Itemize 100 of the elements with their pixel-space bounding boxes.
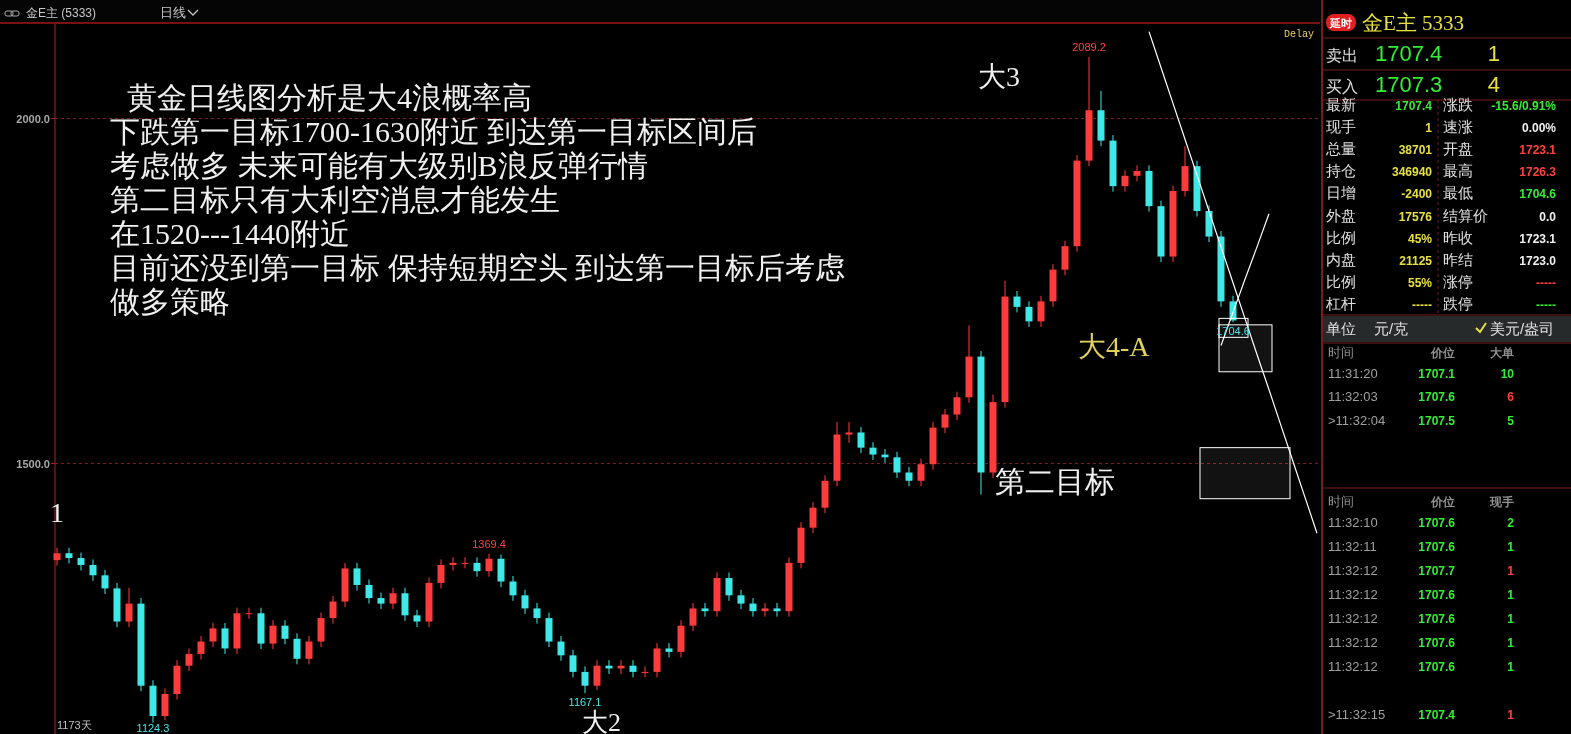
text: 17576 bbox=[1398, 209, 1433, 224]
text: 10 bbox=[1500, 367, 1515, 381]
text: 跌停 bbox=[1443, 294, 1473, 312]
annotation: 1 bbox=[50, 497, 64, 528]
text: 开盘 bbox=[1443, 140, 1473, 158]
text: 比例 bbox=[1326, 228, 1356, 246]
text: 金E主 5333 bbox=[1362, 11, 1465, 35]
chart-subtitle: 日线 bbox=[160, 5, 186, 20]
annotation: 1173天 bbox=[57, 719, 92, 731]
text: 1707.1 bbox=[1418, 367, 1456, 381]
text: 昨收 bbox=[1443, 228, 1473, 246]
text: 11:32:03 bbox=[1328, 389, 1378, 404]
text: 涨跌 bbox=[1443, 96, 1473, 113]
text: 现手 bbox=[1489, 495, 1514, 509]
text: 1707.4 bbox=[1418, 708, 1456, 722]
text: 总量 bbox=[1325, 140, 1356, 158]
text: 1707.6 bbox=[1418, 540, 1456, 554]
text: 4 bbox=[1487, 72, 1500, 97]
annotation: 1369.4 bbox=[472, 537, 506, 550]
annotation: 第二目标只有大利空消息才能发生 bbox=[110, 183, 560, 216]
text: 涨停 bbox=[1443, 272, 1473, 290]
annotation: 考虑做多 未来可能有大级别B浪反弹行情 bbox=[110, 149, 648, 182]
annotation: 2089.2 bbox=[1072, 40, 1106, 53]
text: 1707.6 bbox=[1418, 636, 1456, 650]
text: 大单 bbox=[1490, 346, 1514, 360]
text: 1707.6 bbox=[1418, 390, 1456, 404]
text: 1707.6 bbox=[1418, 516, 1456, 530]
text: 杠杆 bbox=[1325, 294, 1356, 312]
text: 1707.6 bbox=[1418, 612, 1456, 626]
text: 5 bbox=[1507, 414, 1515, 428]
text: 1707.4 bbox=[1395, 99, 1433, 113]
text: 元/克 bbox=[1374, 320, 1409, 337]
text: 1707.4 bbox=[1375, 41, 1443, 66]
text: 持仓 bbox=[1326, 162, 1356, 180]
text: 1723.1 bbox=[1519, 143, 1557, 158]
text: 346940 bbox=[1391, 165, 1433, 180]
text: 6 bbox=[1507, 390, 1515, 404]
text: ----- bbox=[1412, 297, 1432, 312]
text: 1707.6 bbox=[1418, 588, 1456, 602]
annotation: 在1520---1440附近 bbox=[110, 217, 350, 250]
text: 昨结 bbox=[1443, 250, 1473, 268]
text: ----- bbox=[1536, 275, 1556, 290]
annotation: 大4-A bbox=[1078, 331, 1151, 362]
text: 11:32:12 bbox=[1328, 587, 1378, 602]
text: 11:31:20 bbox=[1328, 366, 1378, 381]
text: 11:32:11 bbox=[1328, 539, 1377, 554]
text: 11:32:12 bbox=[1328, 659, 1378, 674]
text: ----- bbox=[1536, 297, 1556, 312]
text: 1 bbox=[1507, 588, 1515, 602]
text: 结算价 bbox=[1443, 206, 1488, 224]
chart-title: 金E主 (5333) bbox=[26, 6, 97, 20]
text: 45% bbox=[1407, 231, 1433, 246]
text: 买入 bbox=[1326, 78, 1358, 95]
text: 1707.5 bbox=[1418, 414, 1456, 428]
line-series bbox=[1148, 30, 1318, 534]
text: 38701 bbox=[1398, 143, 1433, 158]
text: 美元/盎司 bbox=[1490, 320, 1555, 337]
text: 1 bbox=[1507, 540, 1515, 554]
y-tick-label: 1500.0 bbox=[16, 457, 50, 470]
text: 1707.6 bbox=[1418, 660, 1456, 674]
y-tick-label: 2000.0 bbox=[16, 112, 50, 125]
text: 11:32:10 bbox=[1328, 515, 1378, 530]
text: 比例 bbox=[1326, 272, 1356, 290]
text: 单位 bbox=[1326, 320, 1356, 337]
annotation: Delay bbox=[1284, 29, 1315, 40]
text: 日增 bbox=[1326, 184, 1356, 202]
annotation: 大2 bbox=[582, 708, 621, 734]
text: 55% bbox=[1407, 275, 1433, 290]
text: 1726.3 bbox=[1519, 165, 1557, 180]
text: 价位 bbox=[1430, 495, 1455, 509]
text: 0.0 bbox=[1539, 209, 1557, 224]
text: 1 bbox=[1507, 636, 1515, 650]
text: 卖出 bbox=[1326, 47, 1358, 64]
text: 2 bbox=[1507, 516, 1515, 530]
text: 1 bbox=[1507, 660, 1515, 674]
text: 1704.6 bbox=[1519, 187, 1557, 202]
text: 1 bbox=[1507, 708, 1515, 722]
text: 延时 bbox=[1329, 17, 1352, 29]
text: >11:32:04 bbox=[1328, 413, 1386, 428]
text: 最低 bbox=[1443, 184, 1473, 202]
annotation: 大3 bbox=[978, 61, 1020, 92]
annotation: 1167.1 bbox=[568, 696, 602, 709]
text: 21125 bbox=[1399, 253, 1433, 268]
text: -2400 bbox=[1401, 187, 1433, 202]
annotation: 1124.3 bbox=[136, 722, 170, 734]
text: 1707.3 bbox=[1375, 72, 1443, 97]
annotation: 黄金日线图分析是大4浪概率高 bbox=[127, 81, 532, 114]
annotation: 做多策略 bbox=[110, 285, 230, 318]
text: 1707.7 bbox=[1418, 564, 1456, 578]
text: 外盘 bbox=[1326, 206, 1356, 224]
text: 1 bbox=[1425, 121, 1433, 136]
text: 1 bbox=[1487, 41, 1500, 66]
text: 11:32:12 bbox=[1328, 635, 1378, 650]
text: 速涨 bbox=[1443, 118, 1473, 136]
text: 1723.1 bbox=[1519, 231, 1557, 246]
text: 现手 bbox=[1326, 118, 1356, 136]
text: 1723.0 bbox=[1519, 253, 1557, 268]
text: 11:32:12 bbox=[1328, 563, 1378, 578]
text: 11:32:12 bbox=[1328, 611, 1378, 626]
text: 最高 bbox=[1443, 162, 1473, 180]
